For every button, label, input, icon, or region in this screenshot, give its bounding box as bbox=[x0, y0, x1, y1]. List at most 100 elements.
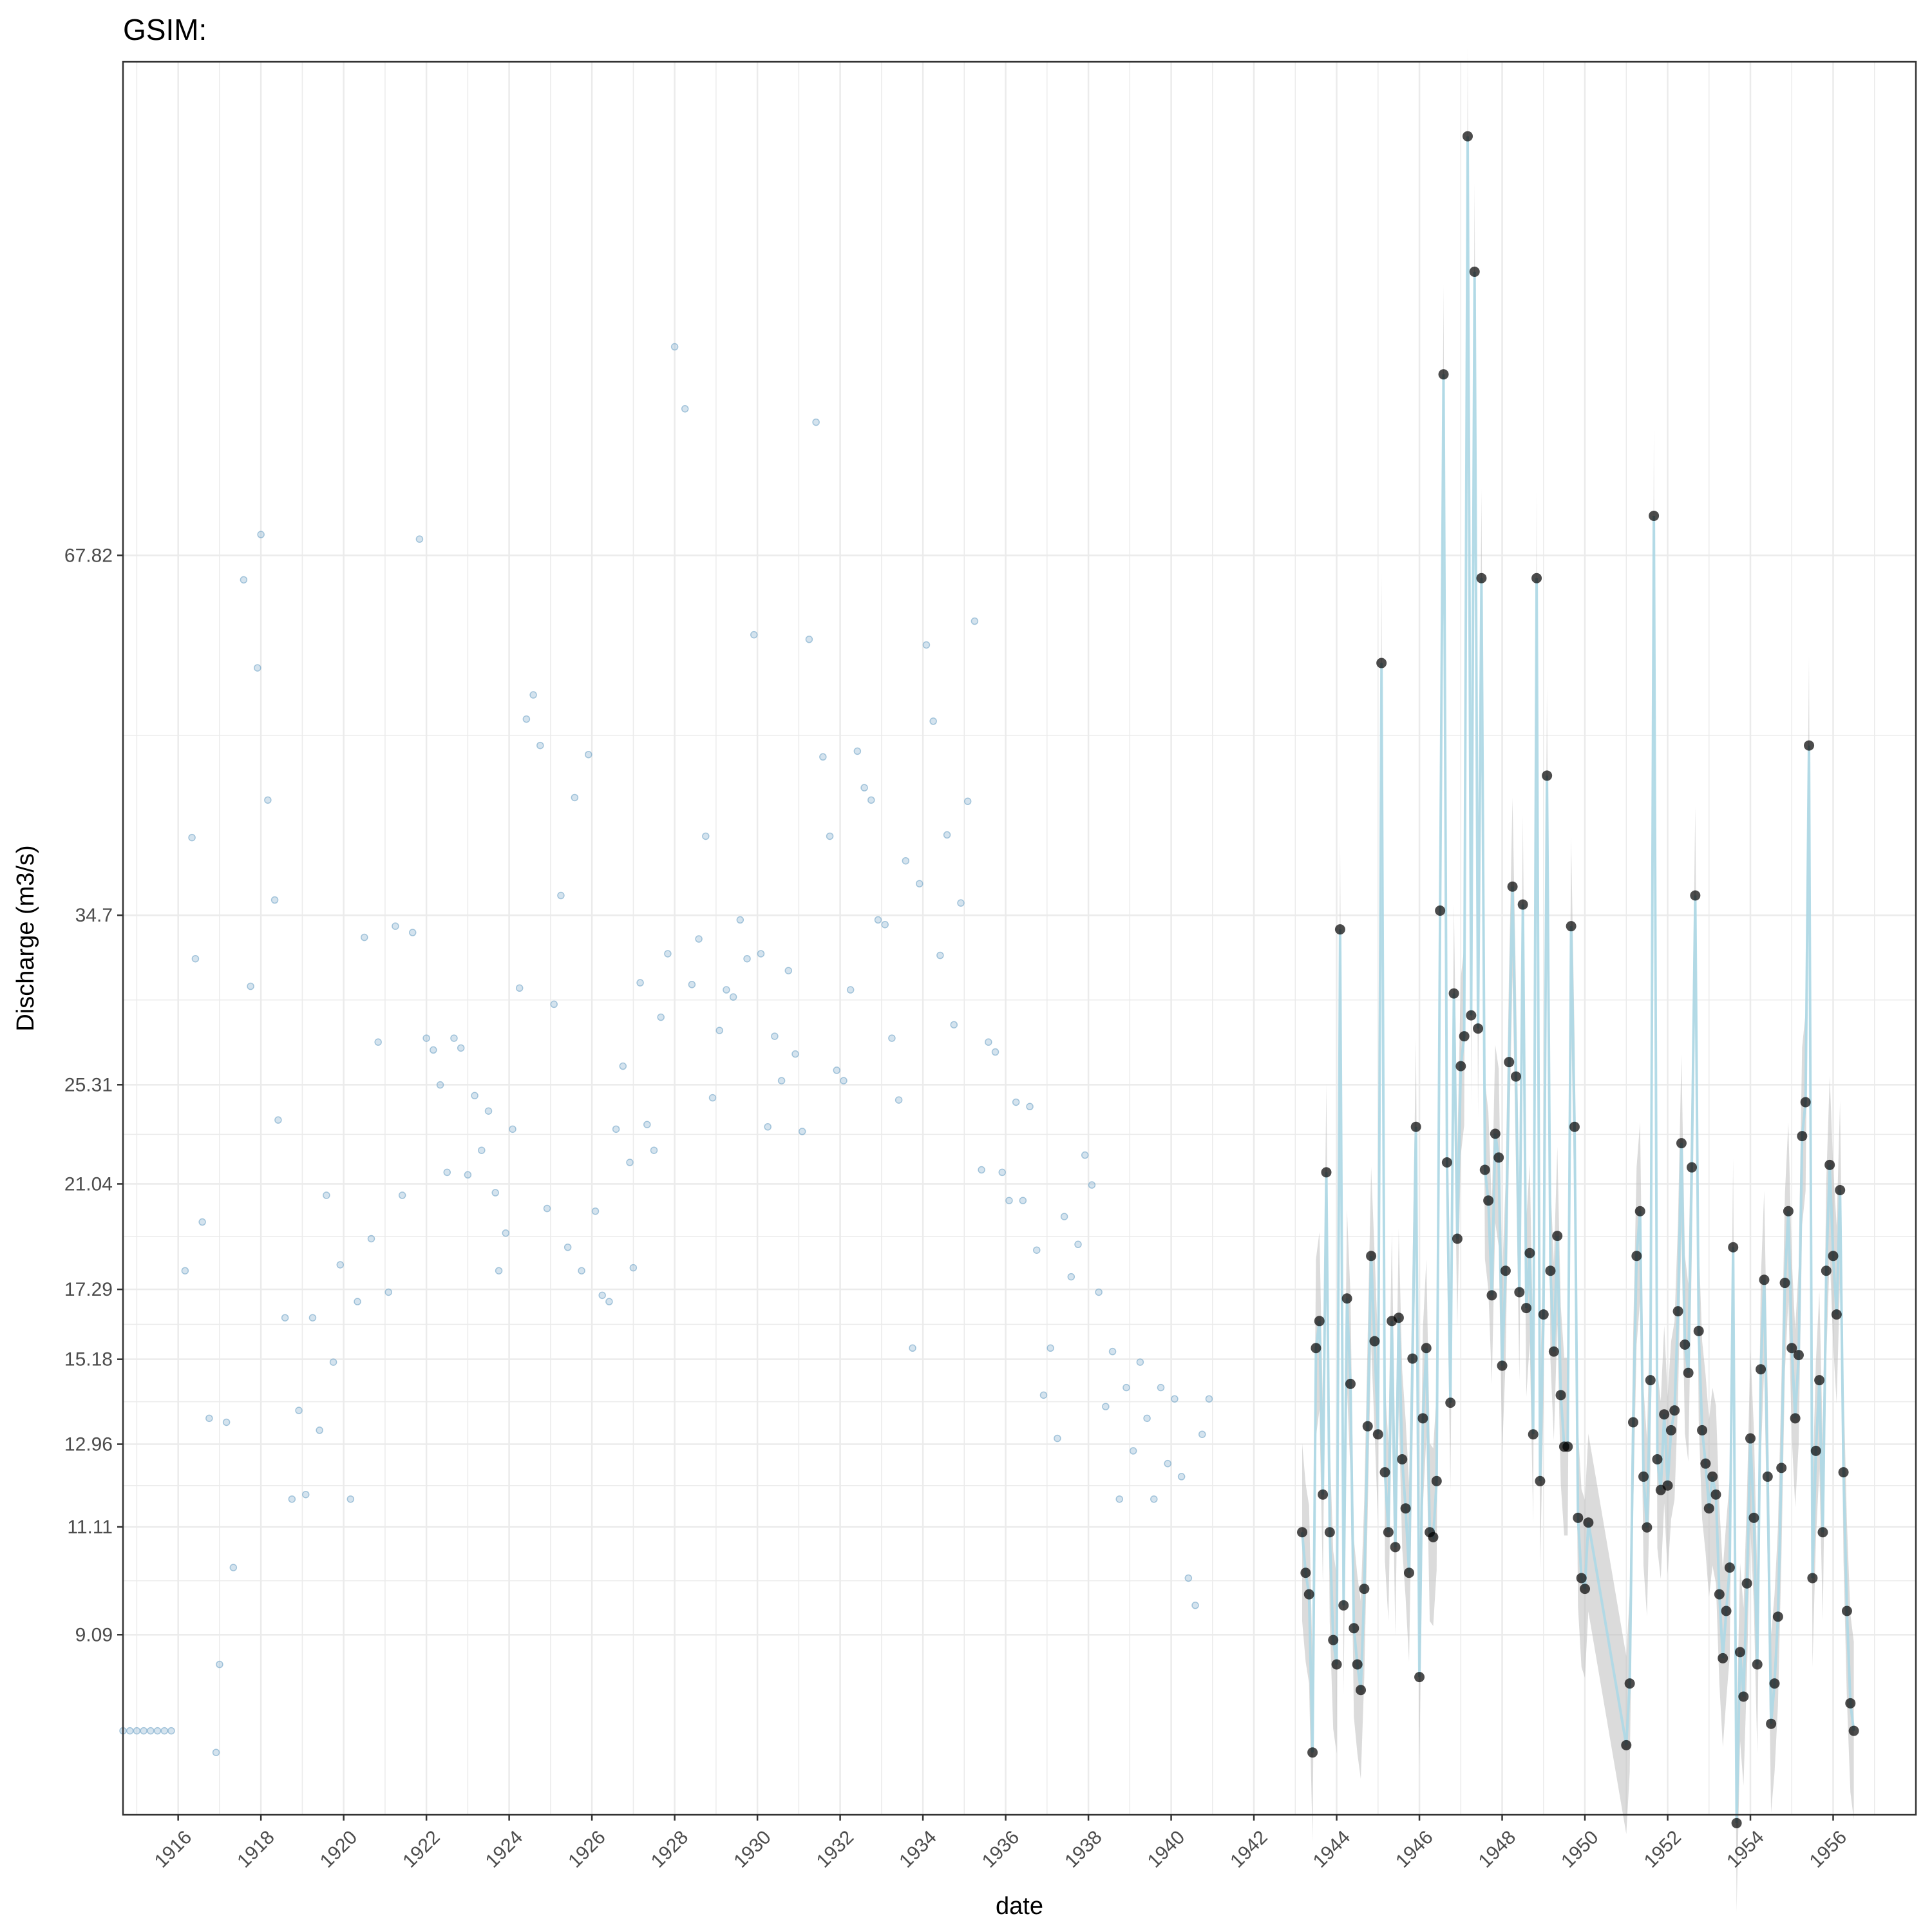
observed-point bbox=[1848, 1725, 1859, 1736]
simulated-point bbox=[550, 1000, 558, 1009]
simulated-point bbox=[408, 929, 417, 936]
y-tick-label: 11.11 bbox=[67, 1517, 113, 1538]
observed-point bbox=[1841, 1605, 1852, 1616]
observed-point bbox=[1741, 1578, 1752, 1589]
observed-point bbox=[1542, 770, 1553, 781]
observed-point bbox=[1721, 1605, 1732, 1616]
observed-point bbox=[1349, 1623, 1359, 1634]
simulated-point bbox=[591, 1207, 600, 1215]
simulated-point bbox=[281, 1314, 289, 1321]
simulated-point bbox=[140, 1727, 147, 1735]
simulated-point bbox=[222, 1418, 231, 1426]
observed-point bbox=[1510, 1071, 1521, 1082]
simulated-point bbox=[274, 1116, 282, 1124]
observed-point bbox=[1634, 1206, 1645, 1217]
simulated-point bbox=[240, 576, 248, 584]
observed-point bbox=[1624, 1678, 1635, 1689]
observed-point bbox=[1676, 1138, 1687, 1149]
observed-point bbox=[1669, 1405, 1680, 1416]
observed-point bbox=[1445, 1397, 1456, 1408]
y-tick-label: 21.04 bbox=[64, 1173, 113, 1195]
observed-point bbox=[1403, 1567, 1414, 1578]
simulated-point bbox=[881, 920, 889, 929]
simulated-point bbox=[564, 1244, 572, 1251]
observed-point bbox=[1376, 658, 1387, 668]
observed-point bbox=[1334, 924, 1345, 935]
observed-point bbox=[1573, 1512, 1584, 1523]
simulated-point bbox=[384, 1288, 392, 1296]
observed-point bbox=[1535, 1475, 1546, 1486]
simulated-point bbox=[1019, 1197, 1027, 1204]
panel-border bbox=[122, 61, 1917, 1816]
observed-point bbox=[1455, 1061, 1466, 1072]
observed-point bbox=[1314, 1316, 1325, 1327]
observed-point bbox=[1724, 1562, 1735, 1573]
simulated-point bbox=[1198, 1430, 1206, 1438]
simulated-point bbox=[681, 405, 689, 413]
observed-point bbox=[1783, 1206, 1794, 1217]
simulated-point bbox=[1115, 1495, 1124, 1503]
simulated-point bbox=[491, 1189, 499, 1197]
observed-point bbox=[1297, 1527, 1308, 1538]
simulated-point bbox=[323, 1191, 330, 1199]
observed-point bbox=[1303, 1589, 1314, 1600]
simulated-point bbox=[1054, 1434, 1061, 1443]
simulated-point bbox=[1081, 1151, 1089, 1159]
observed-point bbox=[1769, 1678, 1780, 1689]
observed-point bbox=[1500, 1265, 1511, 1276]
observed-point bbox=[1452, 1233, 1463, 1244]
observed-point bbox=[1362, 1421, 1373, 1432]
simulated-point bbox=[1157, 1383, 1165, 1392]
observed-point bbox=[1800, 1097, 1811, 1108]
y-tick-label: 15.18 bbox=[64, 1349, 113, 1370]
observed-point bbox=[1627, 1417, 1638, 1428]
observed-point bbox=[1703, 1503, 1714, 1514]
simulated-point bbox=[578, 1267, 585, 1274]
observed-point bbox=[1797, 1131, 1808, 1142]
simulated-point bbox=[478, 1146, 486, 1154]
simulated-point bbox=[147, 1727, 155, 1735]
observed-point bbox=[1552, 1231, 1563, 1242]
observed-point bbox=[1804, 740, 1815, 751]
observed-point bbox=[1466, 1010, 1477, 1021]
observed-point bbox=[1438, 369, 1449, 380]
observed-point bbox=[1486, 1290, 1497, 1301]
simulated-point bbox=[484, 1107, 493, 1115]
simulated-point bbox=[536, 741, 544, 750]
observed-point bbox=[1300, 1567, 1311, 1578]
observed-point bbox=[1324, 1527, 1335, 1538]
simulated-point bbox=[888, 1034, 896, 1042]
simulated-point bbox=[1129, 1447, 1137, 1455]
simulated-points bbox=[119, 343, 1213, 1756]
simulated-point bbox=[205, 1414, 213, 1423]
observed-point bbox=[1531, 573, 1542, 583]
simulated-point bbox=[167, 1727, 175, 1735]
simulated-point bbox=[764, 1123, 772, 1131]
observed-point bbox=[1352, 1659, 1363, 1670]
simulated-point bbox=[895, 1096, 903, 1104]
simulated-point bbox=[650, 1146, 658, 1154]
observed-point bbox=[1524, 1247, 1535, 1258]
simulated-point bbox=[1102, 1403, 1110, 1410]
observed-point bbox=[1779, 1278, 1790, 1289]
observed-point bbox=[1341, 1293, 1352, 1304]
observed-point bbox=[1311, 1343, 1321, 1354]
simulated-point bbox=[998, 1168, 1006, 1177]
simulated-point bbox=[695, 935, 703, 943]
simulated-point bbox=[1039, 1391, 1048, 1399]
simulated-point bbox=[181, 1267, 189, 1274]
simulated-point bbox=[605, 1298, 613, 1305]
simulated-point bbox=[198, 1218, 206, 1226]
simulated-point bbox=[943, 831, 951, 839]
simulated-point bbox=[985, 1038, 992, 1046]
observed-point bbox=[1710, 1489, 1721, 1500]
simulated-point bbox=[874, 916, 882, 924]
observed-point bbox=[1328, 1634, 1339, 1645]
simulated-point bbox=[374, 1038, 382, 1046]
simulated-point bbox=[1191, 1602, 1199, 1609]
observed-point bbox=[1321, 1167, 1332, 1178]
observed-point bbox=[1693, 1325, 1704, 1336]
observed-point bbox=[1638, 1471, 1649, 1482]
simulated-point bbox=[860, 784, 868, 791]
